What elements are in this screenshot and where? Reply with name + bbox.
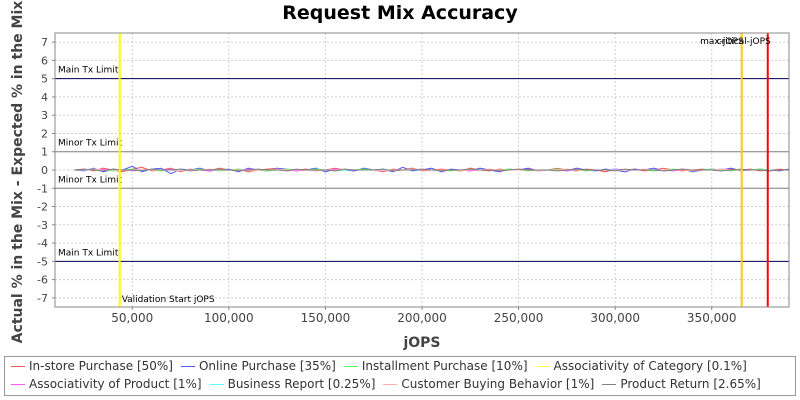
y-tick-label: 2 <box>41 127 48 140</box>
chart-title: Request Mix Accuracy <box>282 2 518 24</box>
y-tick-label: -7 <box>37 292 48 305</box>
x-tick-label: 100,000 <box>204 311 254 325</box>
x-tick-label: 50,000 <box>111 311 153 325</box>
legend-swatch <box>11 384 25 385</box>
legend-item: In-store Purchase [50%] <box>11 359 173 373</box>
legend-swatch <box>602 384 617 385</box>
series-line <box>74 168 789 172</box>
legend-label: Customer Buying Behavior [1%] <box>401 377 595 391</box>
y-tick-label: -4 <box>37 237 48 250</box>
x-tick-label: 350,000 <box>687 311 737 325</box>
y-tick-label: 1 <box>41 146 48 159</box>
y-tick-label: 7 <box>41 36 48 49</box>
reference-line-label: Minor Tx Limit <box>58 139 123 149</box>
x-tick-label: 250,000 <box>494 311 544 325</box>
legend-item: Associativity of Product [1%] <box>11 377 202 391</box>
reference-line-label: Main Tx Limit <box>58 248 119 258</box>
y-tick-label: -5 <box>37 255 48 268</box>
vertical-marker-label: max-jOPS <box>700 37 744 47</box>
legend-label: Business Report [0.25%] <box>227 377 376 391</box>
legend-item: Product Return [2.65%] <box>602 377 761 391</box>
legend-swatch <box>180 366 195 367</box>
legend: In-store Purchase [50%] Online Purchase [… <box>4 356 796 396</box>
x-tick-label: 300,000 <box>590 311 640 325</box>
reference-line-label: Minor Tx Limit <box>58 175 123 185</box>
legend-label: Associativity of Category [0.1%] <box>553 359 747 373</box>
legend-item: Installment Purchase [10%] <box>343 359 528 373</box>
legend-item: Business Report [0.25%] <box>209 377 376 391</box>
legend-label: Online Purchase [35%] <box>198 359 336 373</box>
y-tick-label: -1 <box>37 182 48 195</box>
legend-item: Online Purchase [35%] <box>180 359 336 373</box>
legend-swatch <box>11 366 25 367</box>
plot-svg: Main Tx Limit Minor Tx Limit Minor Tx Limi… <box>10 1 790 351</box>
legend-label: Installment Purchase [10%] <box>361 359 528 373</box>
y-tick-label: 6 <box>41 54 48 67</box>
legend-swatch <box>535 366 550 367</box>
vertical-marker-label: critical-jOPS <box>717 37 771 47</box>
legend-label: In-store Purchase [50%] <box>29 359 173 373</box>
y-tick-label: 5 <box>41 73 48 86</box>
reference-line-label: Main Tx Limit <box>58 66 119 76</box>
x-tick-label: 200,000 <box>397 311 447 325</box>
y-tick-label: 0 <box>41 164 48 177</box>
legend-label: Associativity of Product [1%] <box>29 377 202 391</box>
legend-item: Associativity of Category [0.1%] <box>535 359 747 373</box>
legend-swatch <box>209 384 224 385</box>
legend-row: In-store Purchase [50%] Online Purchase [… <box>11 359 755 377</box>
y-tick-label: 3 <box>41 109 48 122</box>
x-axis-label: jOPS <box>402 335 440 351</box>
legend-swatch <box>383 384 398 385</box>
legend-row: Associativity of Product [1%] Business Re… <box>11 377 769 395</box>
y-tick-label: -6 <box>37 274 48 287</box>
y-tick-label: -3 <box>37 219 48 232</box>
y-axis-label: Actual % in the Mix - Expected % in the … <box>10 1 26 344</box>
legend-item: Customer Buying Behavior [1%] <box>383 377 594 391</box>
y-tick-label: -2 <box>37 201 48 214</box>
legend-swatch <box>343 366 358 367</box>
vertical-marker-label: Validation Start jOPS <box>122 295 215 305</box>
x-tick-label: 150,000 <box>301 311 351 325</box>
y-tick-label: 4 <box>41 91 48 104</box>
legend-label: Product Return [2.65%] <box>620 377 761 391</box>
